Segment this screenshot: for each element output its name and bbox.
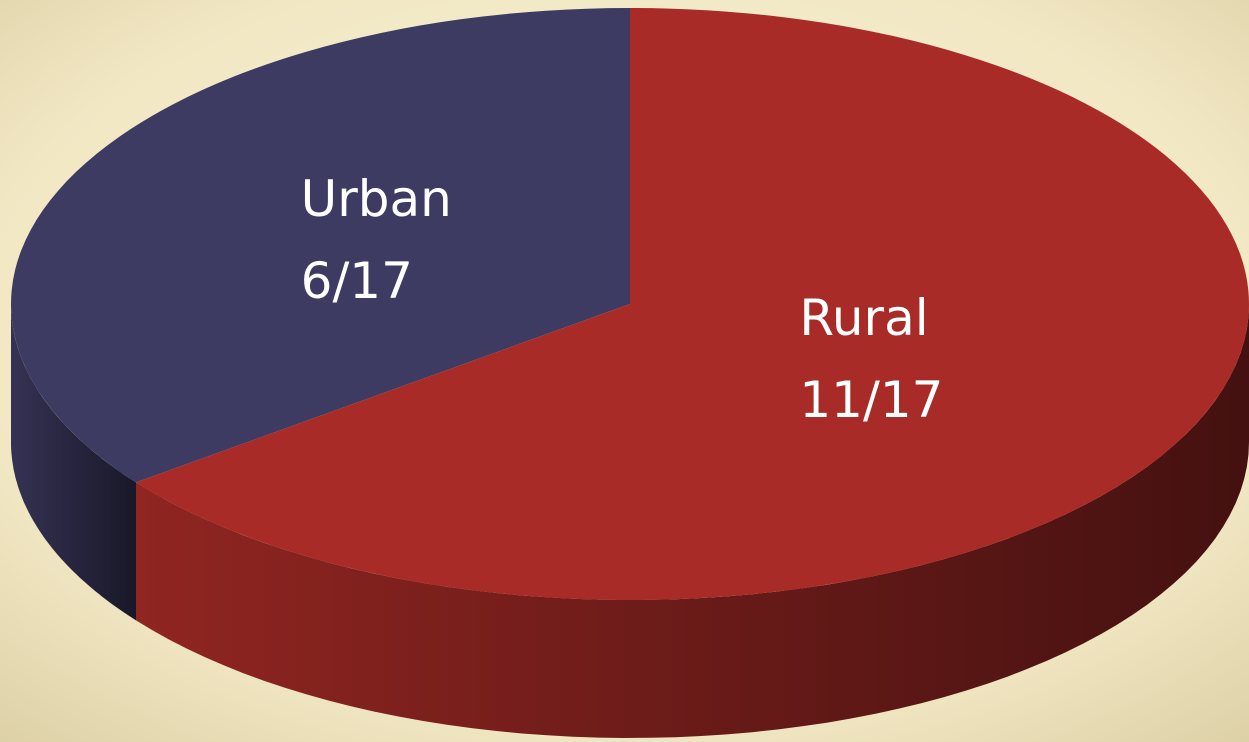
slice — [136, 8, 1249, 600]
slice-value-label: 11/17 — [799, 371, 943, 429]
slice-value-label: 6/17 — [301, 252, 413, 310]
slice — [11, 8, 630, 483]
slice-side — [136, 304, 1249, 738]
slice-label: Urban — [301, 170, 452, 228]
slice-label: Rural — [799, 289, 928, 347]
slice-side — [11, 304, 136, 621]
